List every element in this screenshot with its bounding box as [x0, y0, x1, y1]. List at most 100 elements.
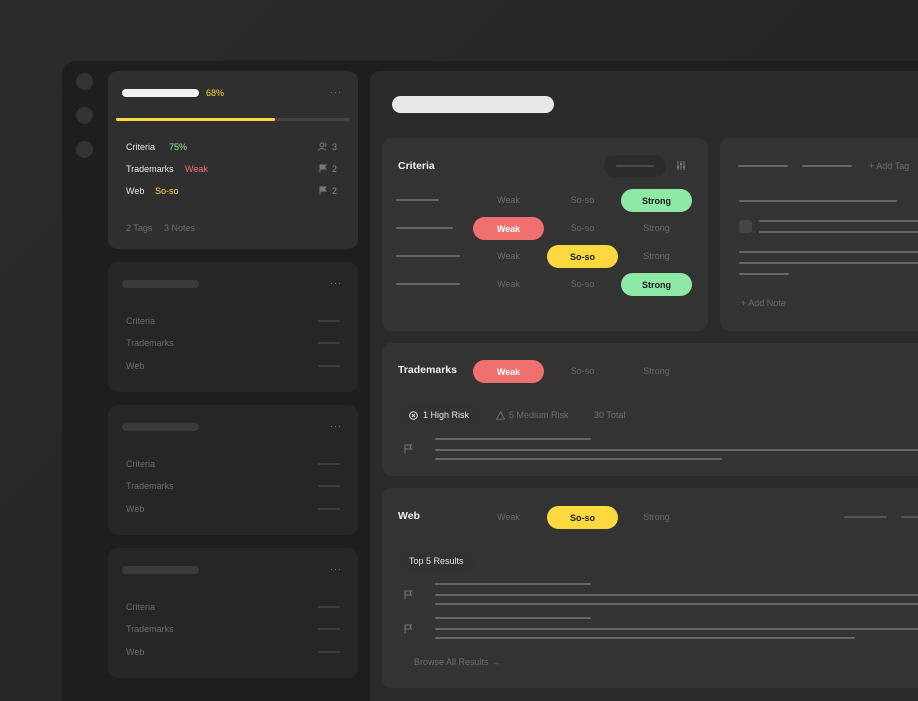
browse-all-results-link[interactable]: Browse All Results → [414, 657, 501, 667]
placeholder-line [318, 342, 340, 344]
rating-option[interactable]: Weak [497, 195, 520, 205]
row-label: Trademarks [126, 624, 174, 634]
row-count: 2 [332, 164, 338, 174]
tag-placeholder [738, 165, 788, 167]
trademarks-title: Trademarks [398, 364, 457, 376]
rating-option[interactable]: Strong [643, 512, 670, 522]
rating-option[interactable]: So-so [570, 366, 595, 376]
flag-icon [319, 186, 327, 197]
row-label: Criteria [126, 316, 156, 326]
placeholder-line [318, 320, 340, 322]
high-risk-label: 1 High Risk [423, 410, 470, 420]
add-note-button[interactable]: + Add Note [741, 298, 786, 308]
rating-option-selected[interactable]: So-so [547, 245, 618, 268]
placeholder-line [318, 365, 340, 367]
row-label: Trademarks [126, 164, 174, 174]
alert-circle-icon [409, 410, 418, 420]
rating-option[interactable]: So-so [570, 223, 595, 233]
row-label: Criteria [126, 459, 156, 469]
tag-placeholder [802, 165, 852, 167]
more-options-icon[interactable]: ··· [330, 87, 342, 97]
notes-count: 3 Notes [164, 223, 196, 233]
row-label: Web [126, 504, 145, 514]
top-results-chip[interactable]: Top 5 Results [398, 550, 475, 572]
placeholder-line [844, 516, 887, 518]
row-count: 3 [332, 142, 338, 152]
note-placeholder [739, 200, 897, 202]
criterion-name-placeholder [396, 283, 460, 285]
criteria-filter[interactable] [604, 155, 666, 177]
rating-option[interactable]: Weak [497, 279, 520, 289]
flag-outline-icon [404, 444, 413, 456]
rating-option[interactable]: So-so [570, 195, 595, 205]
row-label: Web [126, 361, 145, 371]
project-name-placeholder [122, 280, 199, 288]
project-card-active[interactable]: 68% ··· Criteria 75% 3 Trademarks Weak 2… [108, 71, 358, 249]
rail-button-1[interactable] [76, 73, 93, 90]
filter-placeholder-line [616, 165, 654, 167]
rating-option-selected[interactable]: Strong [621, 273, 692, 296]
criteria-title: Criteria [398, 160, 435, 172]
rating-option[interactable]: So-so [570, 279, 595, 289]
rating-option[interactable]: Strong [643, 251, 670, 261]
result-placeholder [435, 637, 855, 639]
result-placeholder [435, 438, 591, 440]
rating-option-selected[interactable]: Weak [473, 217, 544, 240]
row-count: 2 [332, 186, 338, 196]
progress-track [116, 118, 350, 121]
more-options-icon[interactable]: ··· [330, 278, 342, 288]
rail-button-2[interactable] [76, 107, 93, 124]
web-card [382, 488, 918, 688]
placeholder-line [318, 651, 340, 653]
rating-option-selected[interactable]: Weak [473, 360, 544, 383]
row-label: Criteria [126, 602, 156, 612]
row-value: 75% [169, 142, 188, 152]
rail-button-3[interactable] [76, 141, 93, 158]
result-placeholder [435, 617, 591, 619]
rating-option[interactable]: Weak [497, 512, 520, 522]
row-label: Web [126, 186, 145, 196]
progress-fill [116, 118, 276, 121]
row-label: Criteria [126, 142, 156, 152]
notes-card [720, 138, 918, 331]
project-name-placeholder [122, 89, 199, 97]
rating-option[interactable]: Strong [643, 223, 670, 233]
high-risk-chip[interactable]: 1 High Risk [398, 404, 481, 426]
sliders-icon[interactable] [676, 161, 686, 172]
placeholder-line [318, 628, 340, 630]
row-label: Web [126, 647, 145, 657]
note-placeholder [759, 231, 918, 233]
rating-option[interactable]: Weak [497, 251, 520, 261]
rating-option-selected[interactable]: Strong [621, 189, 692, 212]
criterion-name-placeholder [396, 255, 460, 257]
total-count: 30 Total [594, 410, 626, 420]
project-card[interactable]: ··· Criteria Trademarks Web [108, 548, 358, 678]
medium-risk-label: 5 Medium Risk [509, 410, 569, 420]
result-placeholder [435, 594, 918, 596]
rating-option[interactable]: Strong [643, 366, 670, 376]
project-card[interactable]: ··· Criteria Trademarks Web [108, 262, 358, 392]
result-placeholder [435, 603, 918, 605]
more-options-icon[interactable]: ··· [330, 564, 342, 574]
result-placeholder [435, 628, 918, 630]
note-checkbox[interactable] [739, 220, 752, 233]
page-title-placeholder [392, 96, 554, 113]
criterion-name-placeholder [396, 227, 453, 229]
medium-risk-chip[interactable]: 5 Medium Risk [496, 410, 569, 420]
add-tag-button[interactable]: + Add Tag [869, 161, 910, 171]
users-icon [318, 142, 328, 153]
rating-option-selected[interactable]: So-so [547, 506, 618, 529]
note-placeholder [739, 262, 918, 264]
result-placeholder [435, 449, 918, 451]
row-value: Weak [185, 164, 208, 174]
project-card[interactable]: ··· Criteria Trademarks Web [108, 405, 358, 535]
placeholder-line [318, 485, 340, 487]
progress-label: 68% [206, 88, 225, 98]
placeholder-line [318, 463, 340, 465]
placeholder-line [901, 516, 918, 518]
flag-icon [319, 164, 327, 175]
note-placeholder [759, 220, 918, 222]
more-options-icon[interactable]: ··· [330, 421, 342, 431]
web-title: Web [398, 510, 420, 522]
tags-count: 2 Tags [126, 223, 153, 233]
